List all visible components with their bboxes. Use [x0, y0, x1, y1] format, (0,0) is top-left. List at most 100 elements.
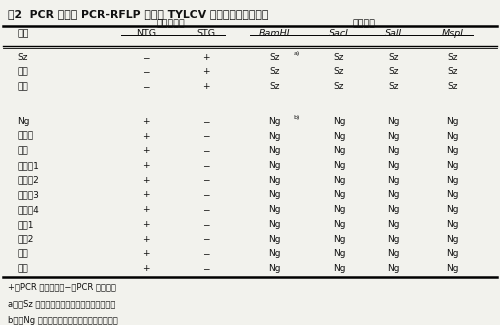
Text: Ng: Ng — [333, 205, 345, 214]
Text: −: − — [142, 82, 150, 91]
Text: Ng: Ng — [333, 132, 345, 140]
Text: Sz: Sz — [18, 53, 28, 62]
Text: Ng: Ng — [387, 220, 400, 229]
Text: Ng: Ng — [387, 117, 400, 126]
Text: Ng: Ng — [446, 146, 459, 155]
Text: Sz: Sz — [270, 68, 280, 76]
Text: +: + — [142, 117, 150, 126]
Text: −: − — [202, 249, 209, 258]
Text: −: − — [142, 68, 150, 76]
Text: 群馬: 群馬 — [18, 82, 28, 91]
Text: +: + — [142, 249, 150, 258]
Text: Sz: Sz — [334, 68, 344, 76]
Text: Ng: Ng — [18, 117, 30, 126]
Text: +: + — [142, 220, 150, 229]
Text: −: − — [202, 117, 209, 126]
Text: −: − — [202, 146, 209, 155]
Text: Ng: Ng — [333, 220, 345, 229]
Text: Ng: Ng — [268, 249, 281, 258]
Text: 佐世保: 佐世保 — [18, 132, 34, 140]
Text: SalI: SalI — [385, 29, 402, 38]
Text: Sz: Sz — [388, 68, 398, 76]
Text: Ng: Ng — [387, 176, 400, 185]
Text: Ng: Ng — [268, 146, 281, 155]
Text: STG: STG — [196, 29, 215, 38]
Text: Sz: Sz — [388, 53, 398, 62]
Text: Ng: Ng — [333, 235, 345, 243]
Text: Ng: Ng — [387, 249, 400, 258]
Text: −: − — [202, 205, 209, 214]
Text: Ng: Ng — [446, 249, 459, 258]
Text: Ng: Ng — [333, 190, 345, 200]
Text: Ng: Ng — [387, 205, 400, 214]
Text: +: + — [202, 53, 209, 62]
Text: Sz: Sz — [448, 53, 458, 62]
Text: Ng: Ng — [387, 161, 400, 170]
Text: −: − — [142, 53, 150, 62]
Text: +: + — [142, 205, 150, 214]
Text: Ng: Ng — [268, 176, 281, 185]
Text: Ng: Ng — [446, 264, 459, 273]
Text: 三重: 三重 — [18, 68, 28, 76]
Text: +：PCR 産物あり，−：PCR 産物なし: +：PCR 産物あり，−：PCR 産物なし — [8, 282, 116, 291]
Text: a): a) — [294, 51, 300, 56]
Text: Sz: Sz — [334, 82, 344, 91]
Text: 株名: 株名 — [18, 29, 29, 38]
Text: Ng: Ng — [446, 205, 459, 214]
Text: Ng: Ng — [387, 190, 400, 200]
Text: Sz: Sz — [388, 82, 398, 91]
Text: Ng: Ng — [333, 117, 345, 126]
Text: Ng: Ng — [268, 205, 281, 214]
Text: a）：Sz と同じ制限酵素切断パターンを示す: a）：Sz と同じ制限酵素切断パターンを示す — [8, 299, 115, 308]
Text: Ng: Ng — [333, 161, 345, 170]
Text: 福岡: 福岡 — [18, 264, 28, 273]
Text: −: − — [202, 190, 209, 200]
Text: Ng: Ng — [333, 146, 345, 155]
Text: Ng: Ng — [268, 132, 281, 140]
Text: Ng: Ng — [446, 220, 459, 229]
Text: −: − — [202, 220, 209, 229]
Text: Ng: Ng — [446, 117, 459, 126]
Text: Ng: Ng — [387, 235, 400, 243]
Text: Ng: Ng — [446, 176, 459, 185]
Text: Ng: Ng — [446, 235, 459, 243]
Text: NTG: NTG — [136, 29, 156, 38]
Text: Ng: Ng — [446, 161, 459, 170]
Text: +: + — [142, 264, 150, 273]
Text: Ng: Ng — [268, 190, 281, 200]
Text: 熊本: 熊本 — [18, 249, 28, 258]
Text: Ng: Ng — [387, 146, 400, 155]
Text: −: − — [202, 235, 209, 243]
Text: +: + — [142, 176, 150, 185]
Text: Ng: Ng — [268, 220, 281, 229]
Text: −: − — [202, 161, 209, 170]
Text: 東与賀2: 東与賀2 — [18, 176, 40, 185]
Text: +: + — [142, 190, 150, 200]
Text: 琴海: 琴海 — [18, 146, 28, 155]
Text: Ng: Ng — [268, 264, 281, 273]
Text: +: + — [202, 82, 209, 91]
Text: +: + — [142, 132, 150, 140]
Text: Ng: Ng — [387, 264, 400, 273]
Text: +: + — [142, 146, 150, 155]
Text: 東与賀4: 東与賀4 — [18, 205, 40, 214]
Text: Ng: Ng — [446, 190, 459, 200]
Text: MspI: MspI — [442, 29, 464, 38]
Text: 表2  PCR およぴ PCR-RFLP による TYLCV 各分離株の系統識別: 表2 PCR およぴ PCR-RFLP による TYLCV 各分離株の系統識別 — [8, 9, 268, 19]
Text: Ng: Ng — [333, 264, 345, 273]
Text: Sz: Sz — [448, 82, 458, 91]
Text: b）：Ng と同じ制限酵素切断パターンを示す: b）：Ng と同じ制限酵素切断パターンを示す — [8, 316, 117, 325]
Text: 川副2: 川副2 — [18, 235, 34, 243]
Text: −: − — [202, 132, 209, 140]
Text: Ng: Ng — [333, 249, 345, 258]
Text: Ng: Ng — [268, 117, 281, 126]
Text: −: − — [202, 264, 209, 273]
Text: SacI: SacI — [329, 29, 349, 38]
Text: Sz: Sz — [270, 53, 280, 62]
Text: BamHI: BamHI — [259, 29, 290, 38]
Text: +: + — [202, 68, 209, 76]
Text: +: + — [142, 235, 150, 243]
Text: Sz: Sz — [334, 53, 344, 62]
Text: 東与賀3: 東与賀3 — [18, 190, 40, 200]
Text: Sz: Sz — [270, 82, 280, 91]
